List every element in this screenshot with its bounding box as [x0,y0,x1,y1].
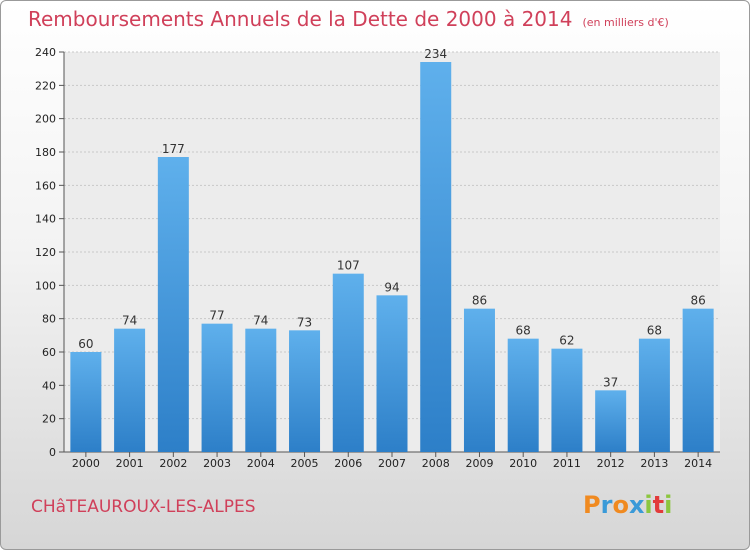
x-tick-label-2013: 2013 [640,457,668,470]
x-tick-label-2010: 2010 [509,457,537,470]
proxiti-logo: Proxiti [583,491,672,519]
x-tick-label-2005: 2005 [291,457,319,470]
y-tick-label: 40 [42,379,56,392]
logo-letter: P [583,491,601,519]
logo-letter: i [664,491,673,519]
bar-2003 [201,323,233,452]
x-tick-label-2000: 2000 [72,457,100,470]
y-tick-label: 240 [35,46,56,59]
bar-2005 [289,330,321,452]
chart-subtitle: (en milliers d'€) [582,16,669,29]
x-tick-label-2009: 2009 [465,457,493,470]
x-tick-label-2004: 2004 [247,457,275,470]
chart-title-text: Remboursements Annuels de la Dette de 20… [28,7,573,31]
value-label-2002: 177 [162,142,185,156]
bar-2008 [420,62,452,452]
bar-2000 [70,352,102,452]
value-label-2013: 68 [647,324,662,338]
x-tick-label-2014: 2014 [684,457,712,470]
y-tick-label: 140 [35,213,56,226]
logo-letter: t [652,491,665,519]
bar-2001 [114,328,146,452]
value-label-2004: 74 [253,314,268,328]
value-label-2005: 73 [297,315,312,329]
value-label-2006: 107 [337,259,360,273]
y-tick-label: 220 [35,79,56,92]
logo-letter: x [628,491,645,519]
commune-name: CHâTEAUROUX-LES-ALPES [31,497,256,517]
x-tick-label-2011: 2011 [553,457,581,470]
y-tick-label: 0 [49,446,56,459]
bar-2012 [595,390,627,452]
y-tick-label: 100 [35,279,56,292]
value-label-2008: 234 [424,47,447,61]
x-tick-label-2008: 2008 [422,457,450,470]
value-label-2009: 86 [472,294,487,308]
logo-letter: i [644,491,653,519]
logo-letter: o [612,491,629,519]
x-tick-label-2012: 2012 [597,457,625,470]
bar-2011 [551,348,583,452]
value-label-2011: 62 [559,334,574,348]
x-tick-label-2001: 2001 [116,457,144,470]
bar-2007 [376,295,408,452]
value-label-2007: 94 [384,280,399,294]
bar-2013 [638,338,670,452]
value-label-2001: 74 [122,314,137,328]
chart-title: Remboursements Annuels de la Dette de 20… [28,7,669,31]
bar-2002 [157,157,189,452]
x-tick-label-2003: 2003 [203,457,231,470]
x-tick-label-2007: 2007 [378,457,406,470]
value-label-2003: 77 [209,309,224,323]
y-tick-label: 60 [42,346,56,359]
y-tick-label: 20 [42,413,56,426]
bar-2006 [332,273,364,452]
bar-2014 [682,308,714,452]
y-tick-label: 200 [35,113,56,126]
value-label-2010: 68 [516,324,531,338]
y-tick-label: 80 [42,313,56,326]
x-tick-label-2002: 2002 [159,457,187,470]
x-tick-label-2006: 2006 [334,457,362,470]
value-label-2000: 60 [78,337,93,351]
value-label-2012: 37 [603,375,618,389]
bar-2009 [463,308,495,452]
bar-2004 [245,328,277,452]
logo-letter: r [600,491,613,519]
y-tick-label: 120 [35,246,56,259]
value-label-2014: 86 [690,294,705,308]
y-tick-label: 160 [35,179,56,192]
y-tick-label: 180 [35,146,56,159]
bar-2010 [507,338,539,452]
